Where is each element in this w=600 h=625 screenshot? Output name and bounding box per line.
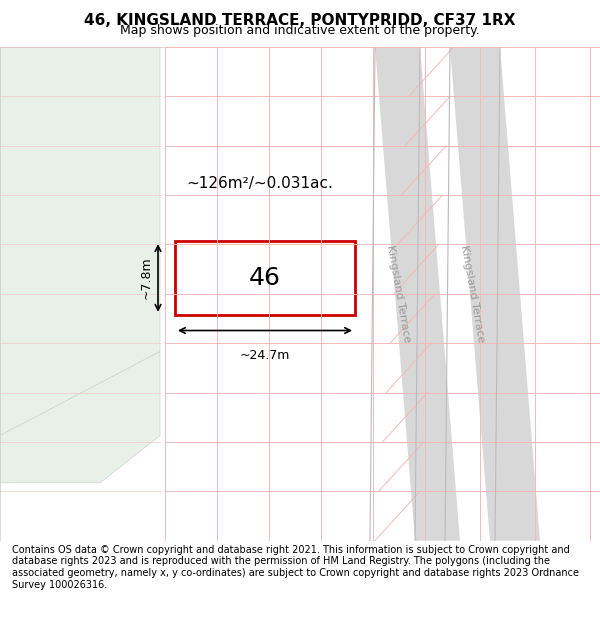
Text: Map shows position and indicative extent of the property.: Map shows position and indicative extent… [120, 24, 480, 36]
Text: ~126m²/~0.031ac.: ~126m²/~0.031ac. [187, 176, 334, 191]
Polygon shape [0, 47, 160, 436]
Text: ~24.7m: ~24.7m [240, 349, 290, 362]
Text: Kingsland Terrace: Kingsland Terrace [458, 244, 485, 343]
Bar [175, 241, 355, 315]
Text: Contains OS data © Crown copyright and database right 2021. This information is : Contains OS data © Crown copyright and d… [12, 545, 579, 589]
Text: 46, KINGSLAND TERRACE, PONTYPRIDD, CF37 1RX: 46, KINGSLAND TERRACE, PONTYPRIDD, CF37 … [84, 13, 516, 28]
Text: Kingsland Terrace: Kingsland Terrace [385, 244, 412, 343]
Polygon shape [0, 351, 160, 483]
Text: ~7.8m: ~7.8m [140, 257, 153, 299]
Polygon shape [375, 47, 460, 541]
Text: 46: 46 [249, 266, 281, 290]
Polygon shape [450, 47, 540, 541]
